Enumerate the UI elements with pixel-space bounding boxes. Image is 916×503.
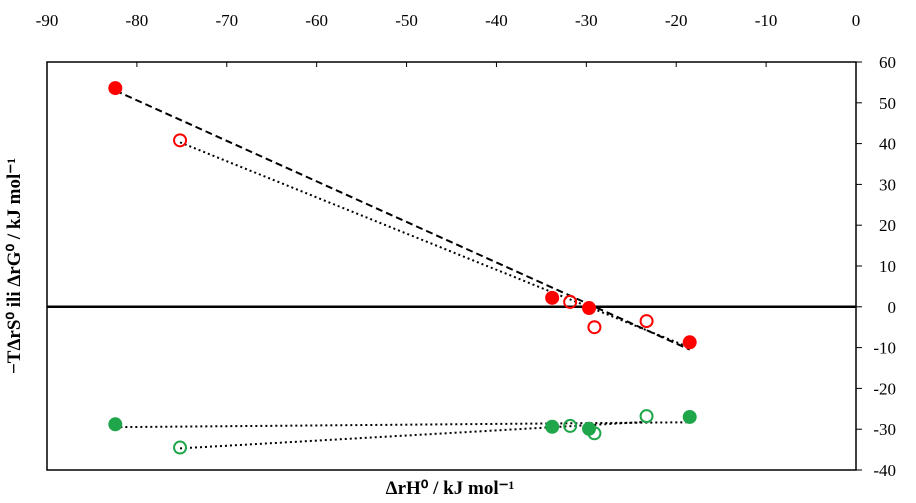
y-tick-label: 10 [879,257,896,276]
y-tick-label: 50 [879,94,896,113]
y-tick-label: -40 [873,461,896,480]
fit-line [179,141,691,349]
y-tick-label: -10 [873,339,896,358]
plot-area-frame [46,61,857,471]
data-point-open [563,294,578,309]
axes-layer: -90 -80 -70 -60 -50 -40 -30 -20 -10 0 60 50 40 30 20 10… [36,11,896,480]
data-point-filled [545,419,560,434]
x-tick-label: -40 [485,11,508,30]
data-point-filled [582,301,597,316]
x-tick-label: -60 [305,11,328,30]
y-tick-label: 60 [879,53,896,72]
fit-lines [114,89,691,450]
data-point-open [587,320,602,335]
data-point-open [173,133,188,148]
y-tick-label: -20 [873,379,896,398]
fit-line [115,421,690,429]
x-tick-label: -20 [665,11,688,30]
x-tick-label: 0 [852,11,861,30]
data-point-open [639,409,654,424]
fit-line [114,89,691,351]
y-tick-label: 20 [879,216,896,235]
y-tick-label: 30 [879,175,896,194]
x-tick-label: -10 [755,11,778,30]
data-point-filled [108,417,123,432]
x-tick-label: -50 [395,11,418,30]
x-tick-label: -70 [215,11,238,30]
y-tick-label: -30 [873,420,896,439]
y-tick-label: 40 [879,135,896,154]
x-axis-label: ΔrH⁰ / kJ mol⁻¹ [386,478,515,499]
data-point-open [173,440,188,455]
data-point-filled [108,81,123,96]
y-axis-label: −TΔrS⁰ ili ΔrG⁰ / kJ mol⁻¹ [4,158,25,374]
data-points [108,81,697,455]
y-tick-label: 0 [888,298,897,317]
data-point-filled [682,335,697,350]
x-tick-label: -90 [36,11,59,30]
data-point-filled [682,409,697,424]
x-tick-label: -30 [575,11,598,30]
data-point-open [563,418,578,433]
x-tick-label: -80 [126,11,149,30]
data-point-filled [545,290,560,305]
data-point-open [587,426,602,441]
data-point-open [639,314,654,329]
